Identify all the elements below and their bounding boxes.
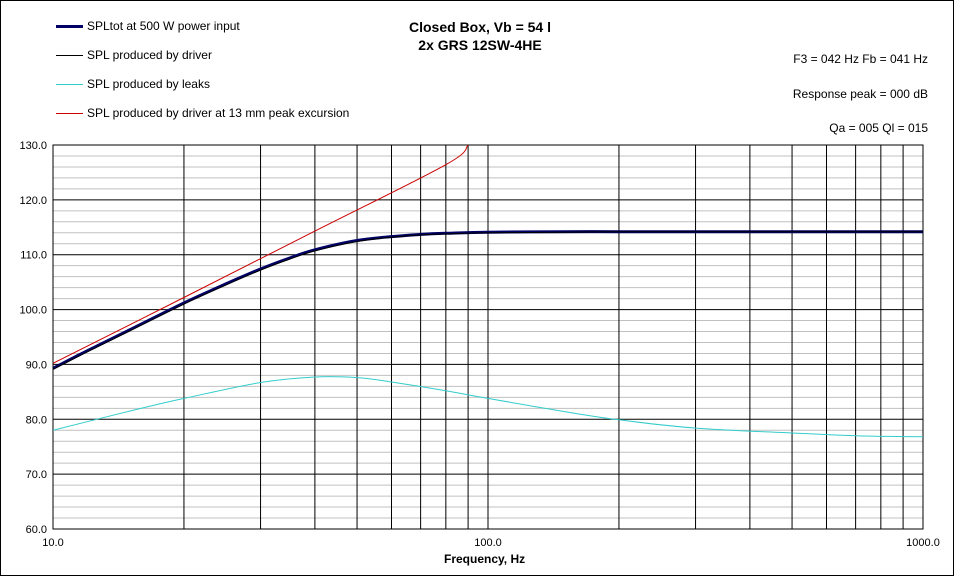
y-tick-label: 110.0 [20, 250, 47, 262]
legend-label: SPL produced by driver [87, 48, 212, 62]
legend-swatch [56, 55, 83, 56]
legend-label: SPLtot at 500 W power input [87, 19, 240, 33]
y-tick-label: 70.0 [26, 469, 47, 481]
x-tick-label: 1000.0 [906, 537, 940, 549]
legend-swatch [56, 25, 83, 28]
x-tick-label: 100.0 [474, 537, 502, 549]
x-tick-label: 10.0 [42, 537, 63, 549]
chart-title-line2: 2x GRS 12SW-4HE [418, 37, 542, 53]
y-tick-label: 80.0 [26, 414, 47, 426]
y-tick-label: 90.0 [26, 359, 47, 371]
f3-fb-readout: F3 = 042 Hz Fb = 041 Hz [793, 52, 928, 66]
plot-border [52, 144, 924, 530]
x-axis-title: Frequency, Hz [444, 552, 526, 566]
qa-ql-readout: Qa = 005 Ql = 015 [829, 121, 928, 135]
legend-swatch [56, 113, 83, 114]
legend-label: SPL produced by leaks [87, 77, 210, 91]
y-tick-label: 100.0 [19, 305, 47, 317]
series-line [53, 376, 923, 438]
y-tick-label: 60.0 [26, 524, 47, 536]
y-tick-label: 120.0 [19, 195, 47, 207]
legend-swatch [56, 84, 83, 85]
response-peak-readout: Response peak = 000 dB [792, 87, 928, 101]
series-line [53, 145, 469, 364]
y-tick-label: 130.0 [19, 140, 47, 152]
legend-label: SPL produced by driver at 13 mm peak exc… [87, 106, 350, 120]
chart-title-line1: Closed Box, Vb = 54 l [409, 19, 551, 35]
series-line [53, 231, 923, 370]
